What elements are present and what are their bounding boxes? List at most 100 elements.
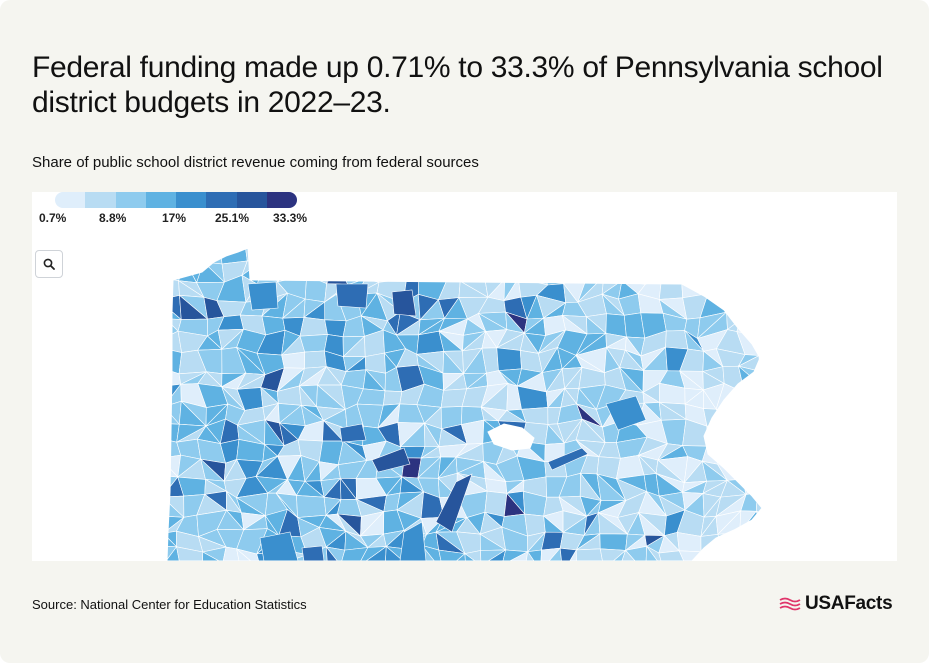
district-cell[interactable] bbox=[658, 276, 683, 300]
district-cell-high[interactable] bbox=[259, 531, 299, 561]
district-cell[interactable] bbox=[702, 547, 728, 561]
district-cell[interactable] bbox=[715, 443, 745, 463]
district-cell[interactable] bbox=[582, 258, 606, 277]
district-cell[interactable] bbox=[715, 408, 748, 428]
district-cell[interactable] bbox=[743, 401, 767, 428]
district-cell[interactable] bbox=[296, 495, 327, 518]
district-cell[interactable] bbox=[343, 244, 368, 262]
district-cell[interactable] bbox=[441, 262, 461, 282]
district-cell[interactable] bbox=[739, 293, 762, 321]
district-cell-high[interactable] bbox=[399, 521, 427, 561]
district-cell[interactable] bbox=[761, 518, 783, 528]
district-cell[interactable] bbox=[658, 550, 686, 561]
district-cell[interactable] bbox=[599, 533, 628, 551]
district-cell[interactable] bbox=[556, 242, 584, 260]
district-cell[interactable] bbox=[660, 261, 682, 278]
district-cell[interactable] bbox=[520, 242, 548, 260]
district-cell[interactable] bbox=[737, 526, 762, 550]
district-cell[interactable] bbox=[757, 241, 783, 268]
district-cell[interactable] bbox=[282, 241, 301, 262]
district-cell[interactable] bbox=[758, 266, 779, 281]
district-cell[interactable] bbox=[457, 242, 487, 267]
district-cell[interactable] bbox=[722, 265, 737, 281]
district-cell[interactable] bbox=[700, 547, 723, 561]
district-cell[interactable] bbox=[304, 350, 327, 369]
district-cell[interactable] bbox=[621, 258, 647, 285]
district-cell[interactable] bbox=[576, 242, 604, 260]
district-cell[interactable] bbox=[758, 418, 781, 441]
district-cell[interactable] bbox=[276, 260, 308, 283]
district-cell[interactable] bbox=[665, 330, 689, 350]
district-cell[interactable] bbox=[681, 276, 709, 299]
district-cell[interactable] bbox=[660, 242, 685, 267]
district-cell[interactable] bbox=[324, 319, 347, 338]
district-cell[interactable] bbox=[503, 259, 526, 280]
district-cell[interactable] bbox=[377, 244, 409, 260]
district-cell[interactable] bbox=[761, 526, 777, 554]
district-cell[interactable] bbox=[715, 408, 745, 428]
zoom-button[interactable] bbox=[35, 250, 63, 278]
district-cell[interactable] bbox=[761, 552, 777, 561]
district-cell[interactable] bbox=[739, 425, 760, 445]
district-cell[interactable] bbox=[222, 546, 242, 561]
district-cell[interactable] bbox=[756, 439, 778, 460]
district-cell[interactable] bbox=[735, 243, 761, 267]
district-cell[interactable] bbox=[202, 247, 223, 265]
district-cell[interactable] bbox=[646, 240, 661, 267]
district-cell-high[interactable] bbox=[339, 423, 367, 443]
district-cell[interactable] bbox=[721, 547, 748, 561]
district-cell[interactable] bbox=[418, 258, 448, 281]
district-cell[interactable] bbox=[760, 274, 780, 303]
district-cell[interactable] bbox=[756, 476, 782, 494]
district-cell[interactable] bbox=[323, 240, 345, 266]
district-cell[interactable] bbox=[756, 440, 778, 463]
district-cell[interactable] bbox=[326, 264, 349, 285]
district-cell-high[interactable] bbox=[605, 395, 647, 431]
district-cell[interactable] bbox=[765, 553, 777, 561]
district-cell[interactable] bbox=[760, 527, 783, 554]
district-cell[interactable] bbox=[758, 371, 786, 386]
district-cell[interactable] bbox=[485, 242, 507, 267]
district-cell[interactable] bbox=[742, 461, 768, 480]
district-cell[interactable] bbox=[497, 242, 526, 267]
district-cell[interactable] bbox=[605, 313, 627, 338]
map-panel[interactable]: 0.7% 8.8% 17% 25.1% 33.3% bbox=[32, 192, 897, 561]
district-cell[interactable] bbox=[219, 244, 248, 265]
district-cell[interactable] bbox=[755, 491, 781, 520]
district-cell[interactable] bbox=[562, 258, 588, 285]
district-cell[interactable] bbox=[517, 259, 549, 286]
district-cell[interactable] bbox=[422, 248, 448, 264]
district-cell[interactable] bbox=[757, 241, 783, 268]
district-cell[interactable] bbox=[520, 242, 537, 261]
district-cell[interactable] bbox=[755, 310, 781, 339]
district-cell[interactable] bbox=[716, 425, 745, 445]
district-cell[interactable] bbox=[541, 531, 564, 551]
district-cell[interactable] bbox=[604, 241, 625, 263]
district-cell[interactable] bbox=[277, 260, 301, 283]
district-cell[interactable] bbox=[559, 547, 577, 561]
district-cell[interactable] bbox=[755, 293, 781, 313]
district-cell[interactable] bbox=[743, 389, 767, 403]
district-cell[interactable] bbox=[299, 260, 327, 276]
district-cell[interactable] bbox=[442, 553, 467, 561]
district-cell[interactable] bbox=[406, 258, 424, 280]
district-cell[interactable] bbox=[496, 347, 522, 371]
district-cell[interactable] bbox=[766, 385, 783, 402]
district-cell-high[interactable] bbox=[547, 447, 589, 471]
district-cell[interactable] bbox=[324, 240, 338, 267]
district-cell[interactable] bbox=[406, 245, 425, 260]
district-cell-high[interactable] bbox=[391, 289, 417, 317]
district-cell[interactable] bbox=[340, 547, 369, 561]
district-cell[interactable] bbox=[703, 265, 724, 281]
district-cell[interactable] bbox=[356, 244, 379, 262]
district-cell-high[interactable] bbox=[301, 545, 325, 561]
district-cell[interactable] bbox=[676, 241, 703, 267]
district-cell[interactable] bbox=[576, 548, 605, 561]
district-cell[interactable] bbox=[756, 425, 777, 442]
district-cell[interactable] bbox=[535, 245, 566, 260]
district-cell-high[interactable] bbox=[435, 473, 473, 533]
district-cell[interactable] bbox=[758, 401, 781, 427]
choropleth-map[interactable] bbox=[32, 192, 897, 561]
district-cell[interactable] bbox=[441, 242, 461, 264]
district-cell[interactable] bbox=[158, 330, 183, 353]
